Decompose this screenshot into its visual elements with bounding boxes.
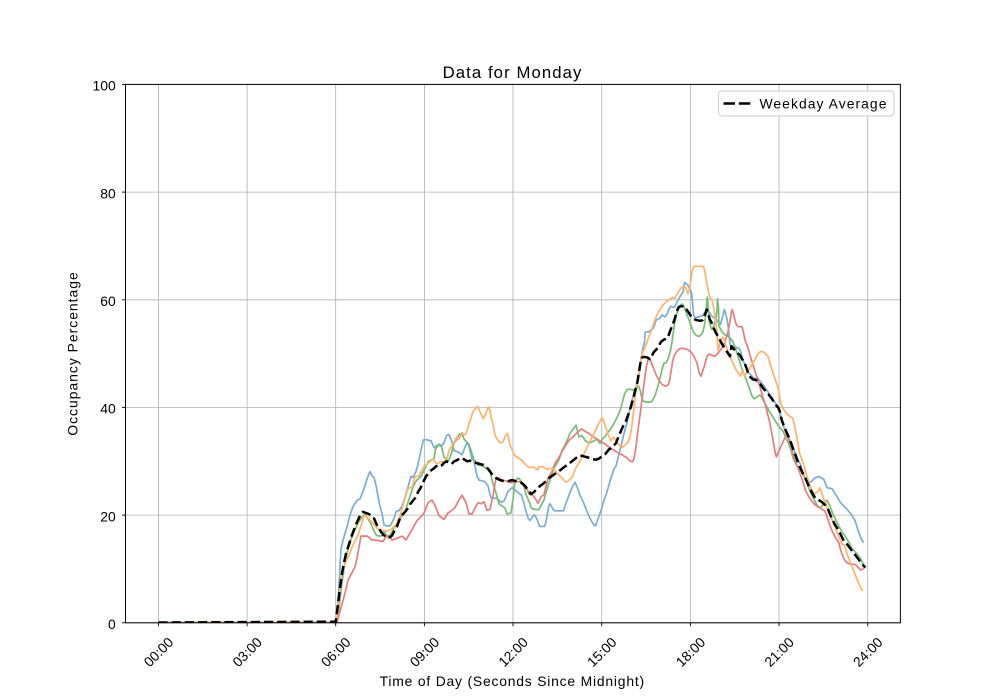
svg-text:60: 60 [100, 293, 116, 309]
svg-text:0: 0 [108, 616, 116, 632]
svg-text:20: 20 [100, 508, 116, 524]
svg-text:80: 80 [100, 185, 116, 201]
svg-text:Weekday Average: Weekday Average [760, 96, 888, 112]
svg-text:100: 100 [93, 78, 116, 94]
svg-text:Time of Day (Seconds Since Mid: Time of Day (Seconds Since Midnight) [380, 673, 645, 689]
svg-text:Occupancy Percentage: Occupancy Percentage [64, 271, 80, 435]
svg-text:40: 40 [100, 401, 116, 417]
svg-text:Data for Monday: Data for Monday [443, 63, 583, 82]
